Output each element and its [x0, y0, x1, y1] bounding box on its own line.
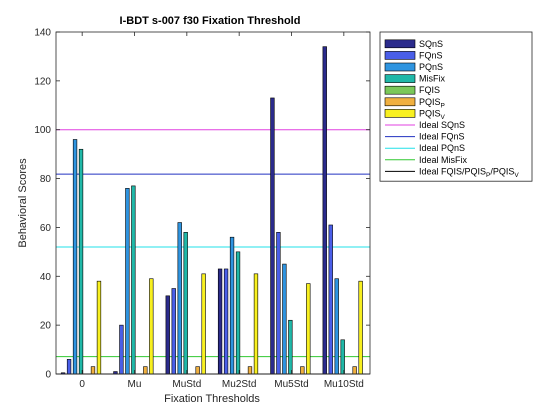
bar-sqns-3 [217, 268, 223, 375]
bar-pqis-p-1 [143, 366, 148, 375]
bar-fqns-3 [223, 268, 229, 375]
legend-label-9: Ideal PQnS [419, 143, 465, 153]
plot-background [56, 32, 370, 374]
y-axis-ticks: 0 20 40 60 80 100 120 140 [34, 28, 370, 381]
x-tick-label-3: Mu2Std [222, 379, 256, 390]
ideal-lines [56, 129, 370, 375]
y-tick-label-7: 140 [34, 28, 51, 39]
legend-label-2: PQnS [419, 62, 443, 72]
x-tick-label-5: Mu10Std [324, 379, 364, 390]
legend-swatch-3 [384, 74, 416, 83]
bar-pqis-v-2 [201, 273, 206, 375]
x-tick-label-1: Mu [128, 379, 142, 390]
x-axis-ticks: 0 Mu MuStd Mu2Std Mu5Std Mu10Std [79, 32, 364, 390]
bar-pqns-3 [229, 236, 235, 375]
bar-misfix-0 [78, 148, 84, 375]
bar-fqns-0 [66, 359, 72, 375]
x-tick-label-2: MuStd [172, 379, 201, 390]
legend-label-5: PQISP​ [419, 97, 445, 110]
legend-label-0: SQnS [419, 39, 443, 49]
legend-swatch-5 [384, 97, 416, 107]
bar-pqis-v-0 [96, 280, 102, 375]
y-axis-label: Behavioral Scores [17, 158, 29, 248]
y-tick-label-6: 120 [34, 76, 51, 87]
legend-label-1: FQnS [419, 50, 443, 60]
bar-fqns-5 [328, 224, 333, 375]
bar-pqis-p-3 [247, 366, 253, 375]
bar-fqns-2 [171, 288, 176, 375]
bar-pqns-0 [72, 139, 78, 375]
bar-pqns-1 [125, 188, 130, 375]
legend-label-11: Ideal FQIS/PQISP​/PQISV​ [419, 166, 519, 179]
y-tick-label-3: 60 [40, 223, 52, 234]
bar-fqns-1 [119, 324, 124, 375]
x-tick-label-0: 0 [79, 379, 85, 390]
bar-pqns-5 [334, 278, 339, 375]
bar-fqns-4 [276, 232, 281, 375]
bar-sqns-4 [270, 97, 275, 375]
bar-misfix-1 [131, 185, 136, 375]
bar-pqis-p-2 [195, 366, 200, 375]
bar-misfix-5 [340, 339, 345, 375]
bar-pqns-4 [282, 263, 287, 375]
bar-misfix-4 [288, 319, 293, 375]
legend-swatch-0 [384, 39, 416, 49]
bar-pqis-v-3 [253, 273, 259, 375]
y-tick-label-5: 100 [34, 125, 51, 136]
bar-pqns-2 [177, 222, 182, 375]
chart-title: I-BDT s-007 f30 Fixation Threshold [120, 15, 301, 27]
bar-pqis-v-1 [149, 278, 154, 375]
legend-label-3: MisFix [419, 74, 445, 84]
bar-pqis-p-0 [90, 366, 96, 375]
legend-swatch-4 [384, 85, 416, 95]
y-tick-label-1: 20 [40, 321, 52, 332]
axes [55, 31, 371, 375]
legend-label-7: Ideal SQnS [419, 120, 465, 130]
bar-pqis-v-5 [358, 280, 363, 375]
legend-label-6: PQISV​ [419, 108, 446, 121]
x-axis-label: Fixation Thresholds [164, 393, 260, 405]
bar-misfix-2 [183, 232, 188, 375]
legend-swatch-2 [384, 62, 416, 72]
legend-swatch-6 [384, 109, 416, 118]
bar-pqis-p-4 [300, 366, 305, 375]
plot-area [56, 32, 370, 374]
y-tick-label-0: 0 [45, 370, 51, 381]
y-tick-label-2: 40 [40, 272, 52, 283]
bar-misfix-3 [235, 251, 241, 375]
legend: SQnSFQnSPQnSMisFixFQISPQISP​PQISV​Ideal … [379, 31, 533, 182]
bar-sqns-2 [165, 295, 170, 375]
bar-pqis-v-4 [306, 283, 311, 375]
legend-label-10: Ideal MisFix [419, 155, 468, 165]
axes-box [55, 31, 371, 375]
legend-swatch-1 [384, 51, 416, 60]
bar-pqis-p-5 [352, 366, 357, 375]
legend-label-4: FQIS [419, 85, 440, 95]
x-tick-label-4: Mu5Std [274, 379, 308, 390]
bar-sqns-5 [322, 46, 327, 375]
y-tick-label-4: 80 [40, 174, 52, 185]
legend-label-8: Ideal FQnS [419, 132, 465, 142]
